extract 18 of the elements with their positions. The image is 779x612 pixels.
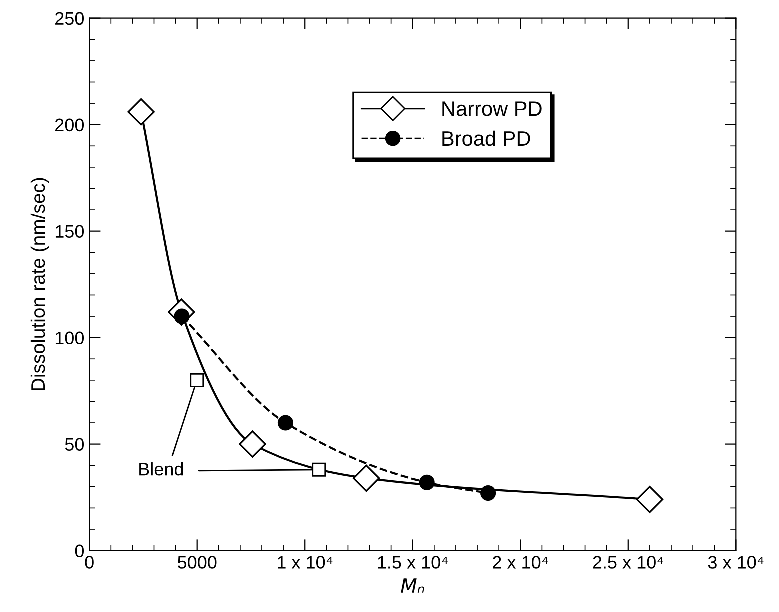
legend-label: Broad PD	[442, 130, 530, 146]
legend-label: Narrow PD	[442, 102, 542, 116]
y-axis-title: Dissolution rate (nm/sec)	[30, 178, 50, 390]
x-tick-label: 3 x 10⁴	[708, 556, 764, 569]
x-tick-label: 2.5 x 10⁴	[593, 556, 664, 569]
y-tick-label: 50	[65, 438, 84, 452]
y-tick-label: 100	[56, 332, 84, 345]
x-tick-label: 1 x 10⁴	[278, 556, 333, 569]
y-tick-label: 250	[56, 12, 84, 26]
y-tick-label: 150	[56, 225, 84, 238]
x-tick-label: 1.5 x 10⁴	[378, 556, 448, 569]
y-tick-label: 0	[75, 544, 84, 558]
annotation: Blend	[140, 462, 184, 476]
x-axis-title: Mₙ	[401, 578, 424, 593]
x-tick-label: 5000	[178, 556, 217, 569]
y-tick-label: 200	[56, 118, 84, 132]
x-tick-label: 0	[85, 556, 94, 569]
x-tick-label: 2 x 10⁴	[493, 556, 548, 569]
